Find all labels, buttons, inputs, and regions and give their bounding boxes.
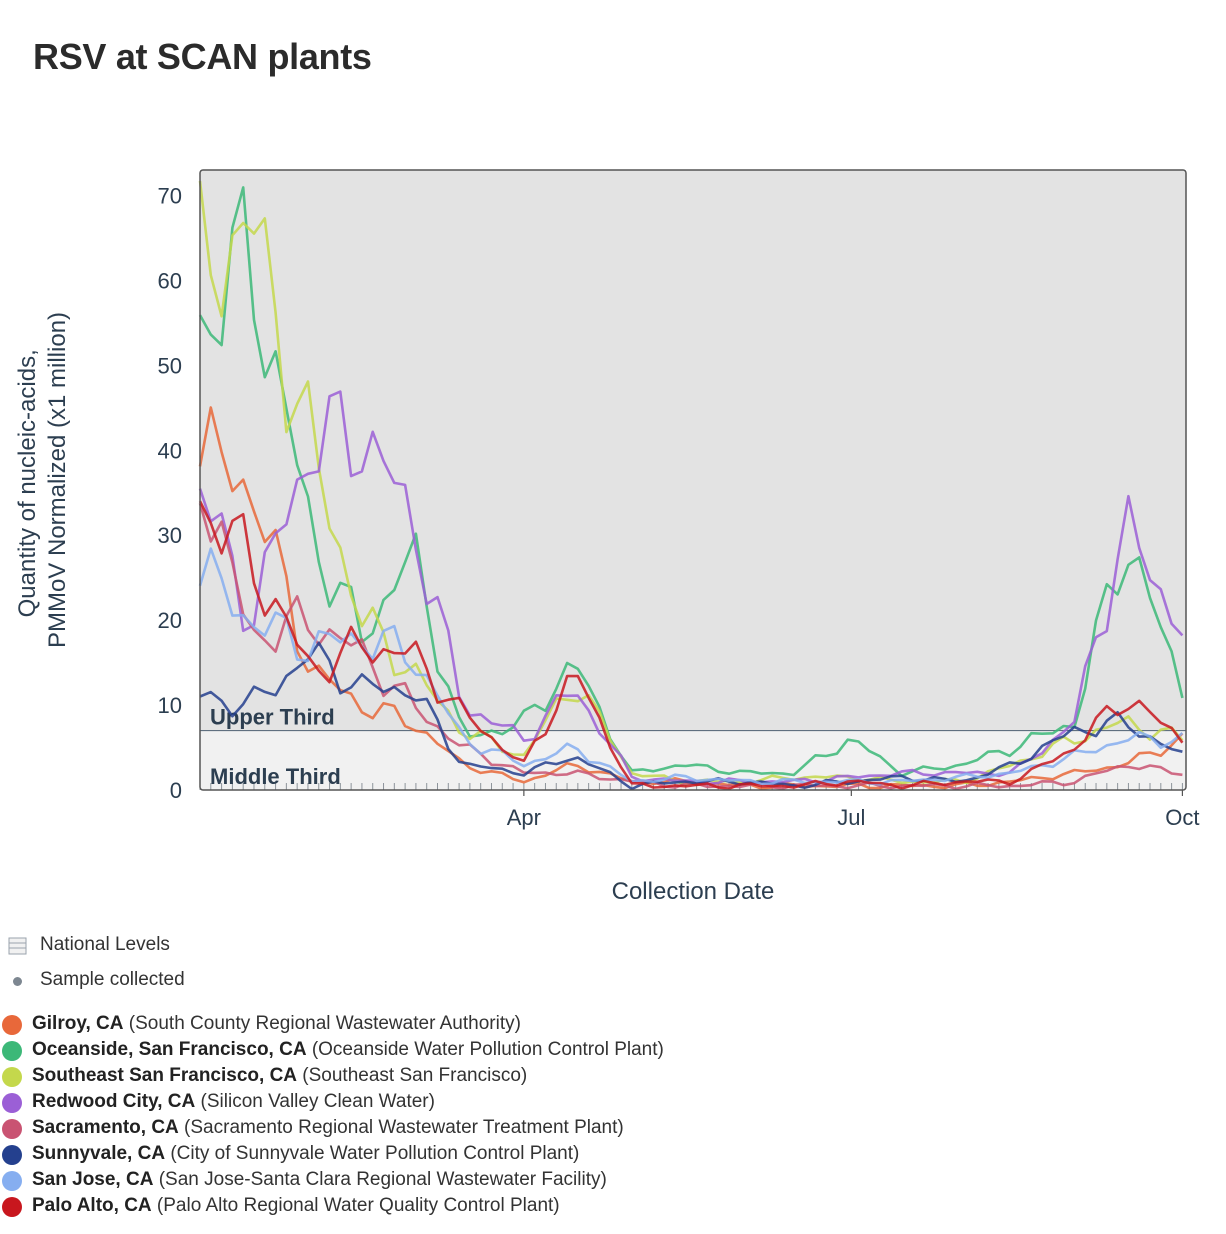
legend-site-name: Southeast San Francisco, CA bbox=[32, 1065, 298, 1086]
legend-dot-icon bbox=[2, 1067, 22, 1087]
bands-icon bbox=[8, 937, 27, 955]
legend-site-plant: (Palo Alto Regional Water Quality Contro… bbox=[151, 1195, 560, 1216]
band-label-1: Middle Third bbox=[210, 764, 341, 789]
chart-title: RSV at SCAN plants bbox=[33, 36, 372, 77]
national-level-bands bbox=[200, 170, 1186, 790]
band-label-0: Upper Third bbox=[210, 705, 335, 730]
y-tick-label: 10 bbox=[158, 693, 182, 718]
legend-site-plant: (Oceanside Water Pollution Control Plant… bbox=[306, 1039, 664, 1060]
legend-label-sample-collected: Sample collected bbox=[40, 969, 185, 990]
legend-site-name: Oceanside, San Francisco, CA bbox=[32, 1039, 307, 1060]
legend-dot-icon bbox=[2, 1093, 22, 1113]
x-tick-label: Jul bbox=[837, 805, 865, 830]
y-tick-label: 50 bbox=[158, 353, 182, 378]
legend-dot-icon bbox=[2, 1015, 22, 1035]
y-tick-label: 30 bbox=[158, 523, 182, 548]
legend-site-name: Gilroy, CA bbox=[32, 1013, 124, 1034]
y-axis-label-line1: Quantity of nucleic-acids, bbox=[14, 349, 41, 617]
y-axis-label: Quantity of nucleic-acids, PMMoV Normali… bbox=[14, 312, 71, 648]
legend-site-plant: (Silicon Valley Clean Water) bbox=[195, 1091, 435, 1112]
legend-dot-icon bbox=[2, 1145, 22, 1165]
y-tick-label: 0 bbox=[170, 778, 182, 803]
legend-site-plant: (Sacramento Regional Wastewater Treatmen… bbox=[178, 1117, 624, 1138]
series-lines bbox=[198, 180, 1184, 791]
legend-dot-icon bbox=[2, 1041, 22, 1061]
legend-site-plant: (City of Sunnyvale Water Pollution Contr… bbox=[165, 1143, 580, 1164]
legend-label-national-levels: National Levels bbox=[40, 934, 170, 955]
plot-frame bbox=[199, 169, 1187, 791]
y-tick-label: 70 bbox=[158, 183, 182, 208]
legend-dot-icon bbox=[2, 1119, 22, 1139]
x-tick-label: Oct bbox=[1165, 805, 1199, 830]
legend-site-plant: (South County Regional Wastewater Author… bbox=[123, 1013, 521, 1034]
legend-dot-icon bbox=[2, 1197, 22, 1217]
x-axis-label: Collection Date bbox=[612, 878, 775, 905]
legend-site-name: Palo Alto, CA bbox=[32, 1195, 152, 1216]
legend-site-name: Sacramento, CA bbox=[32, 1117, 179, 1138]
x-tick-label: Apr bbox=[507, 805, 541, 830]
legend-dot-icon bbox=[2, 1171, 22, 1191]
y-tick-label: 40 bbox=[158, 438, 182, 463]
legend-site-plant: (San Jose-Santa Clara Regional Wastewate… bbox=[153, 1169, 607, 1190]
y-axis-label-line2: PMMoV Normalized (x1 million) bbox=[44, 312, 71, 648]
x-axis-ticks: Apr Jul Oct bbox=[507, 790, 1200, 830]
series-line-5[interactable] bbox=[199, 641, 1183, 791]
legend-site-name: Sunnyvale, CA bbox=[32, 1143, 166, 1164]
y-tick-label: 20 bbox=[158, 608, 182, 633]
legend-site-plant: (Southeast San Francisco) bbox=[297, 1065, 528, 1086]
y-axis-ticks: 0 10 20 30 40 50 60 70 bbox=[158, 183, 182, 803]
series-line-7[interactable] bbox=[198, 500, 1184, 791]
y-tick-label: 60 bbox=[158, 268, 182, 293]
legend-site-name: Redwood City, CA bbox=[32, 1091, 196, 1112]
legend-site-name: San Jose, CA bbox=[32, 1169, 154, 1190]
dot-icon bbox=[13, 977, 22, 986]
band-0 bbox=[200, 170, 1186, 731]
